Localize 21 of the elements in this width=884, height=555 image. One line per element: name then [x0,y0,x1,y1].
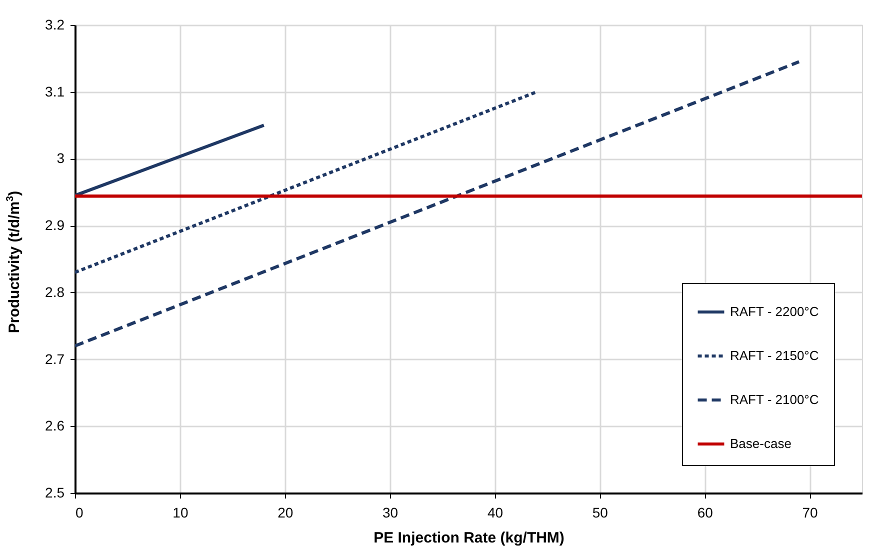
y-tick-label: 2.6 [45,418,65,434]
x-tick-label: 10 [172,504,188,520]
x-tick-label: 50 [592,504,608,520]
legend-label: Base-case [730,436,792,451]
y-tick-label: 3 [56,150,65,166]
y-tick-label: 2.8 [45,284,65,300]
x-tick-label: 40 [487,504,504,520]
y-tick-label: 3.2 [45,16,65,32]
x-tick-label: 60 [697,504,714,520]
x-tick-label: 70 [802,504,818,520]
x-axis-title: PE Injection Rate (kg/THM) [374,530,564,546]
y-tick-label: 2.7 [45,350,65,367]
legend-label: RAFT - 2200°C [730,304,819,319]
x-tick-label: 30 [382,504,398,520]
x-tick-label: 20 [278,504,294,520]
y-tick-label: 3.1 [45,83,65,100]
x-tick-label: 0 [76,504,84,520]
y-tick-label: 2.5 [45,484,65,500]
legend-label: RAFT - 2150°C [730,348,819,363]
y-tick-label: 2.9 [45,217,65,234]
legend-label: RAFT - 2100°C [730,392,819,407]
